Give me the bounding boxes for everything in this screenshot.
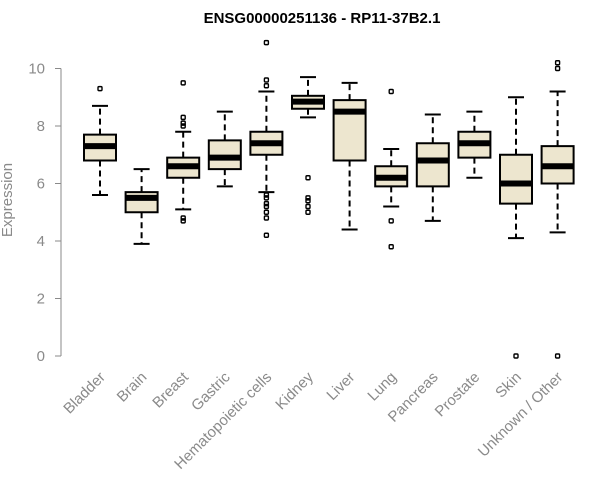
outlier-point [554, 60, 561, 66]
y-tick-label: 0 [37, 348, 45, 365]
outlier-point [263, 39, 270, 46]
outlier-point [305, 175, 311, 181]
x-category-label: Breast [149, 368, 192, 411]
outlier-point [180, 114, 186, 121]
outlier-point [554, 65, 561, 72]
outlier-point [263, 209, 270, 215]
x-category-label: Bladder [60, 369, 109, 418]
outlier-point [388, 244, 394, 250]
y-tick-label: 6 [37, 176, 45, 193]
outlier-point [263, 232, 270, 238]
y-tick-label: 8 [37, 118, 45, 135]
outlier-point [263, 83, 270, 89]
outlier-point [180, 123, 186, 129]
x-category-label: Prostate [432, 369, 484, 421]
outlier-point [263, 77, 270, 83]
outlier-point [305, 203, 311, 210]
x-category-label: Skin [492, 369, 525, 402]
y-tick-label: 2 [37, 291, 45, 308]
box-lung [374, 88, 409, 250]
box-brain [124, 168, 159, 245]
box-unknown-other [540, 60, 575, 359]
outlier-point [263, 195, 270, 201]
outlier-point [263, 215, 270, 221]
outlier-point [180, 120, 186, 126]
box-skin [499, 96, 533, 359]
outlier-point [554, 353, 561, 359]
outlier-point [305, 209, 311, 215]
outlier-point [97, 85, 103, 92]
outlier-point [388, 88, 394, 95]
outlier-point [305, 198, 311, 204]
outlier-point [305, 195, 311, 201]
outlier-point [180, 80, 186, 86]
x-category-label: Liver [323, 369, 358, 404]
x-category-label: Brain [114, 369, 151, 406]
y-axis-label: Expression [0, 163, 16, 237]
iqr-box [499, 153, 533, 205]
y-axis: 0 2 4 6 8 10 [28, 61, 62, 365]
outlier-point [263, 200, 270, 207]
box-gastric [207, 110, 242, 188]
y-tick-label: 4 [37, 233, 45, 250]
outlier-point [180, 218, 186, 224]
outlier-point [180, 215, 186, 221]
y-tick-label: 10 [28, 61, 45, 78]
box-hematopoietic-cells [249, 39, 284, 238]
outlier-point [263, 192, 270, 198]
box-kidney [291, 76, 325, 215]
outlier-point [513, 353, 519, 359]
box-bladder [83, 85, 117, 196]
outlier-point [388, 218, 394, 224]
outlier-point [263, 203, 270, 210]
box-breast [166, 80, 201, 224]
box-liver [332, 81, 367, 231]
box-series [83, 39, 575, 359]
chart-title: ENSG00000251136 - RP11-37B2.1 [204, 10, 441, 27]
iqr-box [415, 142, 450, 188]
x-category-label: Kidney [272, 368, 317, 413]
x-category-label: Lung [364, 369, 400, 405]
box-pancreas [415, 113, 450, 222]
box-prostate [457, 110, 492, 179]
